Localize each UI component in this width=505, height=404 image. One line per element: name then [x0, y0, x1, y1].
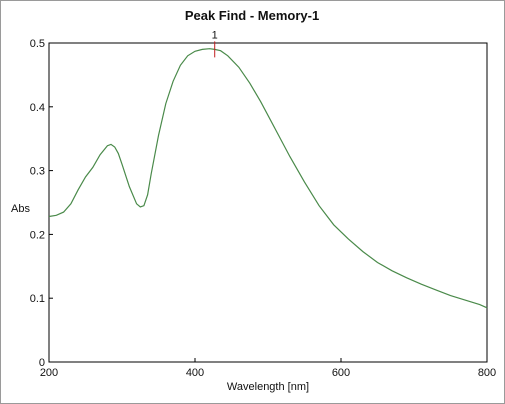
x-tick-label: 400: [186, 367, 204, 379]
y-tick-label: 0.2: [30, 229, 45, 241]
chart-title: Peak Find - Memory-1: [185, 8, 319, 23]
y-tick-label: 0.5: [30, 38, 45, 50]
x-axis-label: Wavelength [nm]: [227, 381, 309, 393]
plot-border: [48, 42, 488, 363]
x-tick-label: 200: [40, 367, 58, 379]
y-tick-label: 0: [39, 357, 45, 369]
x-tick-label: 600: [332, 367, 350, 379]
peak-label: 1: [212, 29, 218, 41]
plot-area: 1: [48, 29, 488, 363]
spectrum-line: [48, 48, 488, 309]
x-axis: 200 400 600 800: [40, 358, 496, 379]
y-tick-label: 0.3: [30, 166, 45, 178]
x-tick-label: 800: [478, 367, 496, 379]
y-axis-label: Abs: [11, 203, 30, 215]
y-tick-label: 0.1: [30, 293, 45, 305]
y-tick-label: 0.4: [30, 102, 45, 114]
y-axis: 0 0.1 0.2 0.3 0.4 0.5: [30, 38, 53, 369]
